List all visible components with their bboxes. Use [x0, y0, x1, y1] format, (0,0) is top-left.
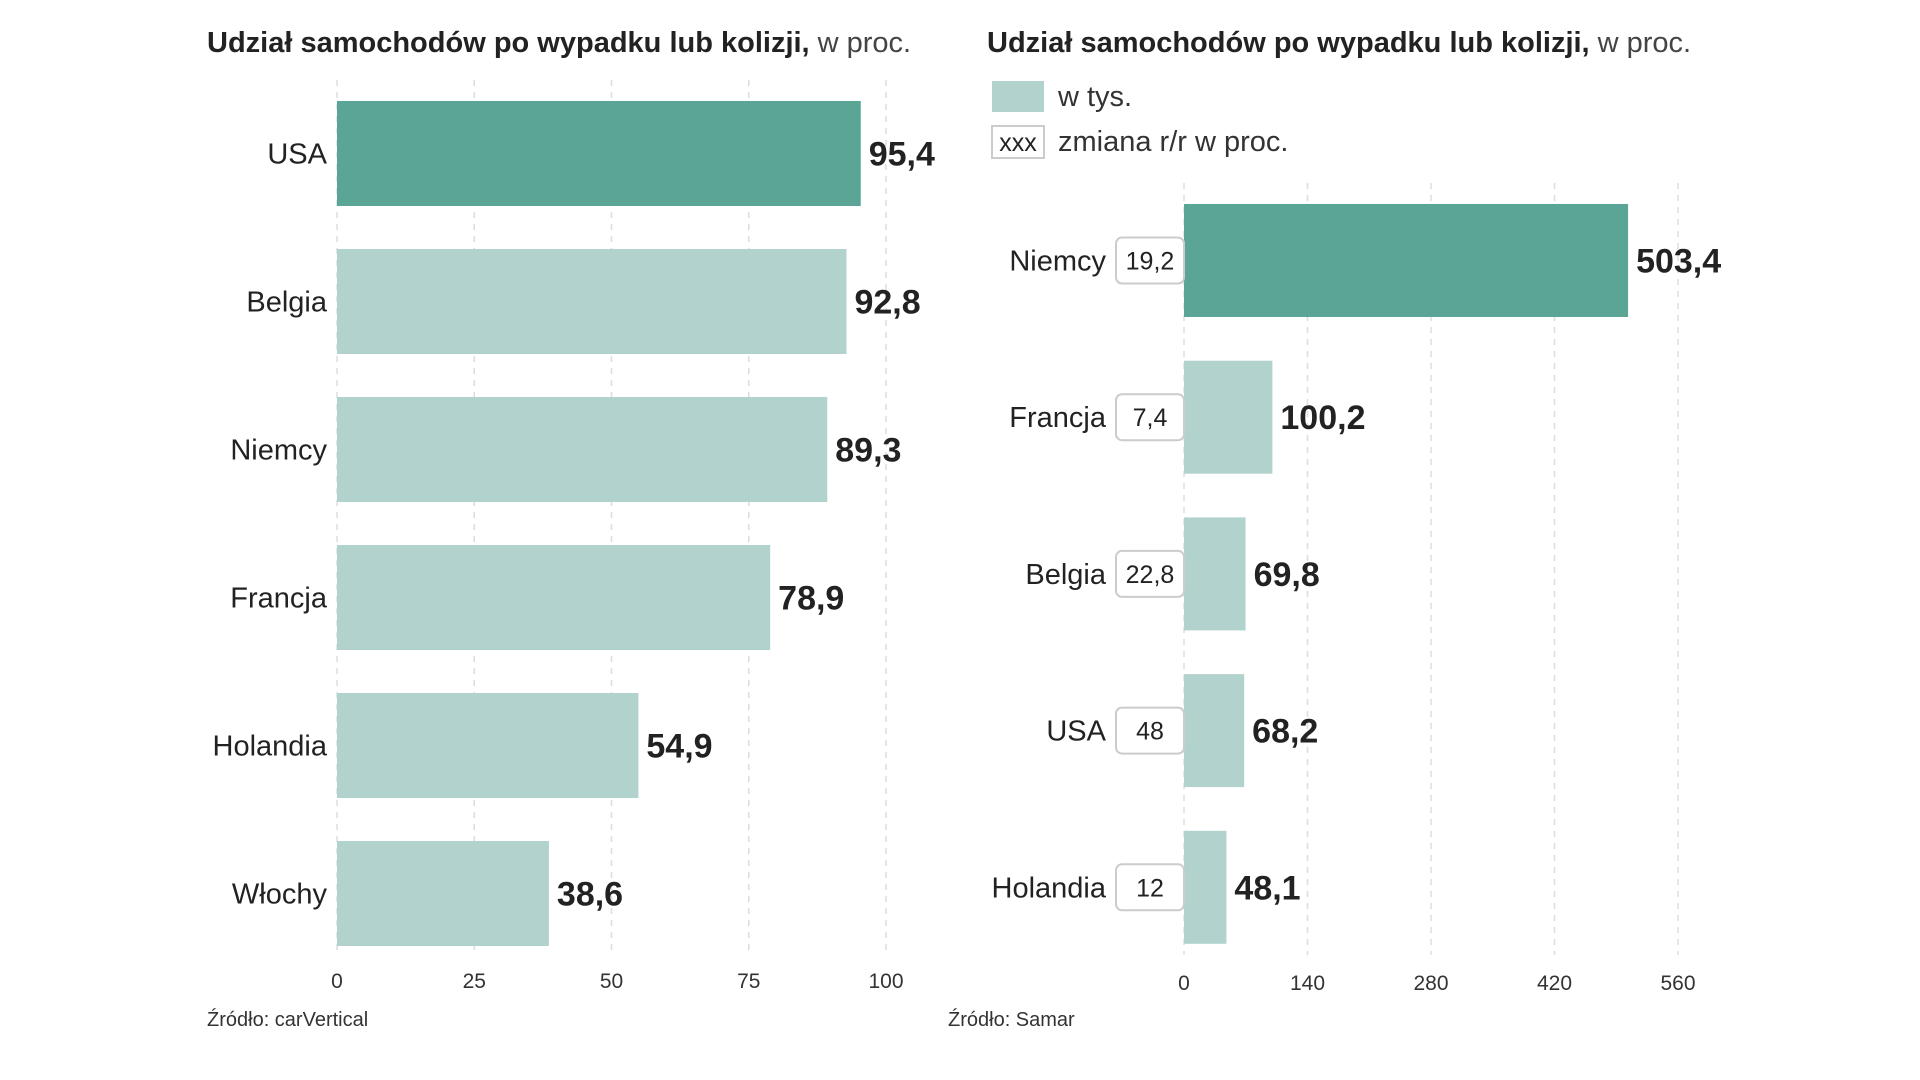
change-box: [1115, 706, 1185, 755]
x-tick-label: 25: [463, 970, 486, 993]
change-label: 12: [1136, 874, 1164, 902]
category-label: USA: [267, 139, 327, 171]
legend-box-text: xxx: [999, 129, 1037, 157]
legend-label: w tys.: [1057, 81, 1132, 113]
change-box: [1115, 393, 1185, 442]
change-box: [1115, 863, 1185, 912]
x-tick-label: 0: [1178, 972, 1190, 995]
bar: [337, 101, 861, 206]
x-tick-label: 0: [331, 970, 343, 993]
chart-title: Udział samochodów po wypadku lub kolizji…: [987, 27, 1691, 59]
category-label: Niemcy: [1009, 246, 1106, 278]
chart-title-main: Udział samochodów po wypadku lub kolizji…: [207, 27, 810, 59]
legend-swatch-box: [991, 125, 1045, 159]
chart-title: Udział samochodów po wypadku lub kolizji…: [207, 27, 911, 59]
value-label: 503,4: [1636, 243, 1721, 281]
value-label: 100,2: [1280, 399, 1365, 437]
chart-title-unit: w proc.: [817, 27, 911, 59]
change-label: 22,8: [1126, 561, 1175, 589]
value-label: 95,4: [869, 136, 935, 174]
category-label: Francja: [230, 583, 328, 615]
value-label: 78,9: [778, 580, 844, 618]
change-box: [1115, 549, 1185, 598]
chart-title-main: Udział samochodów po wypadku lub kolizji…: [987, 27, 1590, 59]
change-label: 7,4: [1133, 404, 1168, 432]
change-label: 19,2: [1126, 248, 1175, 276]
category-label: USA: [1046, 716, 1106, 748]
x-tick-label: 100: [868, 970, 903, 993]
bar: [337, 841, 549, 946]
x-tick-label: 50: [600, 970, 623, 993]
source-note: Źródło: carVertical: [207, 1008, 368, 1031]
x-tick-label: 140: [1290, 972, 1325, 995]
category-label: Belgia: [1025, 559, 1106, 591]
bar: [337, 545, 771, 650]
value-label: 89,3: [835, 432, 901, 470]
category-label: Holandia: [213, 731, 328, 763]
value-label: 92,8: [854, 284, 920, 322]
chart-title-unit: w proc.: [1597, 27, 1691, 59]
value-label: 48,1: [1234, 869, 1300, 907]
value-label: 68,2: [1252, 713, 1318, 751]
value-label: 69,8: [1254, 556, 1320, 594]
value-label: 38,6: [557, 876, 623, 914]
category-label: Francja: [1009, 402, 1107, 434]
chart-2: Udział samochodów po wypadku lub kolizji…: [948, 27, 1721, 1031]
change-label: 48: [1136, 718, 1164, 746]
legend-swatch-bar: [992, 81, 1044, 112]
bar: [1184, 360, 1273, 474]
category-label: Niemcy: [230, 435, 327, 467]
value-label: 54,9: [646, 728, 712, 766]
bar: [337, 397, 828, 502]
category-label: Holandia: [992, 872, 1107, 904]
bar: [337, 693, 639, 798]
bar: [1184, 204, 1629, 317]
legend-label: zmiana r/r w proc.: [1058, 126, 1288, 158]
bar: [337, 249, 847, 354]
x-tick-label: 75: [737, 970, 760, 993]
x-tick-label: 420: [1537, 972, 1572, 995]
chart-1: Udział samochodów po wypadku lub kolizji…: [207, 27, 935, 1031]
x-tick-label: 560: [1660, 972, 1695, 995]
category-label: Włochy: [232, 879, 328, 911]
bar: [1184, 674, 1245, 788]
bar: [1184, 830, 1227, 944]
bar: [1184, 517, 1246, 631]
category-label: Belgia: [246, 287, 327, 319]
source-note: Źródło: Samar: [948, 1008, 1075, 1031]
x-tick-label: 280: [1413, 972, 1448, 995]
change-box: [1115, 236, 1185, 285]
